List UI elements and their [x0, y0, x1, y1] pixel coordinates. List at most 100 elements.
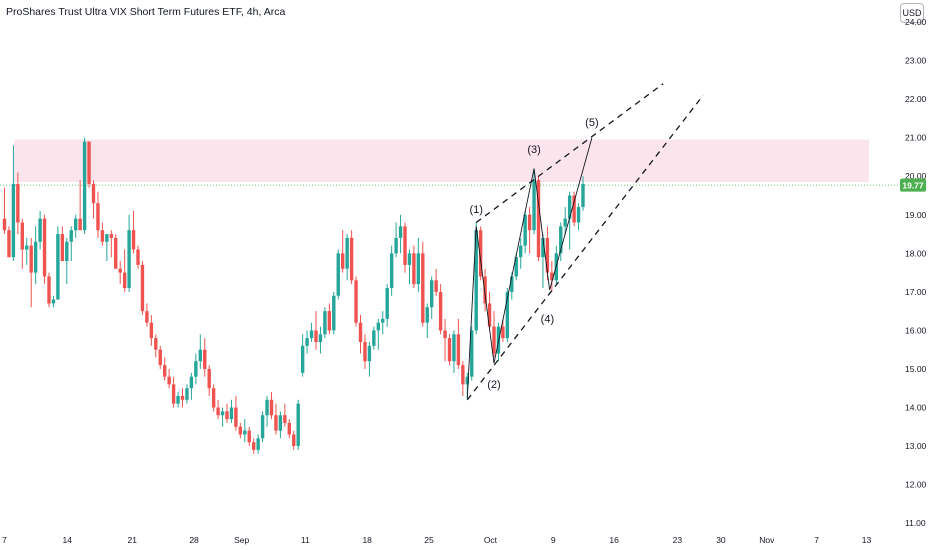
resistance-zone	[14, 139, 869, 183]
y-tick-label: 18.00	[905, 248, 927, 258]
candle-body	[11, 183, 16, 258]
candle-body	[447, 338, 452, 362]
candle-body	[243, 430, 247, 435]
candle-body	[416, 253, 421, 285]
candle-body	[274, 415, 278, 431]
y-tick-label: 13.00	[905, 441, 927, 451]
candle-body	[309, 330, 314, 339]
x-tick-label: 23	[673, 535, 683, 545]
candle-body	[176, 395, 180, 404]
candle-body	[327, 311, 332, 331]
candle-body	[389, 253, 394, 289]
candle-body	[65, 241, 69, 262]
candle-body	[203, 349, 207, 369]
candle-body	[252, 442, 256, 450]
candle-body	[140, 264, 145, 312]
x-tick-label: 16	[609, 535, 619, 545]
y-tick-label: 12.00	[905, 480, 927, 490]
candle-body	[407, 253, 412, 265]
candle-body	[470, 330, 474, 377]
candle-body	[82, 141, 87, 231]
candle-body	[363, 341, 367, 362]
candle-body	[514, 257, 518, 277]
candle-body	[2, 218, 7, 231]
candle-body	[381, 318, 385, 323]
candle-body	[452, 334, 456, 362]
candle-body	[376, 322, 380, 331]
candle-body	[443, 330, 447, 339]
candle-body	[332, 295, 336, 331]
candle-body	[216, 407, 220, 416]
wave-label-3: (3)	[527, 144, 540, 156]
candle-body	[430, 280, 434, 308]
candle-body	[461, 365, 465, 385]
resistance-zone-layer	[14, 139, 869, 183]
candle-body	[532, 180, 536, 231]
candle-body	[265, 399, 269, 416]
candle-body	[158, 349, 162, 366]
currency-button[interactable]: USD	[900, 3, 924, 23]
candle-body	[336, 253, 340, 296]
candle-body	[510, 276, 514, 292]
candle-body	[114, 237, 118, 269]
candle-body	[136, 249, 140, 265]
candle-body	[572, 195, 576, 223]
candle-body	[434, 280, 438, 292]
x-tick-label: 18	[362, 535, 372, 545]
y-tick-label: 23.00	[905, 56, 927, 66]
candle-body	[122, 272, 127, 289]
candle-body	[220, 411, 225, 416]
candle-body	[234, 407, 238, 427]
x-tick-label: 28	[189, 535, 199, 545]
candle-body	[287, 422, 291, 435]
candle-body	[300, 345, 305, 373]
candle-body	[20, 222, 24, 250]
candle-body	[131, 230, 136, 250]
wave-label-1: (1)	[469, 204, 482, 216]
candle-body	[171, 384, 176, 404]
y-tick-label: 20.00	[905, 171, 927, 181]
candle-body	[105, 234, 109, 242]
candle-body	[189, 376, 194, 389]
candle-body	[519, 245, 523, 258]
y-tick-label: 19.00	[905, 210, 927, 220]
candles-layer	[2, 137, 585, 454]
candle-body	[345, 237, 349, 269]
candle-body	[74, 218, 78, 231]
candle-body	[247, 430, 251, 443]
x-tick-label: 21	[127, 535, 137, 545]
candle-body	[260, 415, 265, 439]
candle-body	[576, 207, 581, 223]
x-tick-label: Nov	[759, 535, 775, 545]
chart-title: ProShares Trust Ultra VIX Short Term Fut…	[6, 6, 286, 18]
y-tick-label: 21.00	[905, 133, 927, 143]
candle-body	[349, 237, 354, 281]
y-tick-label: 14.00	[905, 403, 927, 413]
candle-body	[372, 330, 376, 346]
candle-body	[154, 338, 158, 350]
candle-body	[501, 326, 505, 339]
candle-body	[425, 307, 429, 323]
candle-body	[545, 237, 550, 273]
candle-body	[256, 438, 260, 450]
candle-body	[559, 226, 563, 254]
candle-body	[438, 291, 443, 331]
candle-body	[278, 415, 283, 431]
candle-body	[96, 203, 100, 231]
candle-body	[91, 183, 96, 204]
candle-body	[211, 388, 216, 408]
lower-trendline	[466, 94, 704, 401]
candle-body	[541, 237, 545, 258]
candle-body	[478, 230, 483, 277]
candle-body	[60, 234, 65, 262]
candle-body	[180, 395, 185, 400]
candle-body	[25, 245, 29, 250]
candle-body	[354, 280, 358, 323]
candle-body	[318, 334, 323, 342]
candle-body	[367, 345, 372, 362]
candle-body	[292, 434, 296, 447]
candle-body	[341, 253, 345, 269]
candle-body	[398, 226, 403, 238]
y-tick-label: 17.00	[905, 287, 927, 297]
